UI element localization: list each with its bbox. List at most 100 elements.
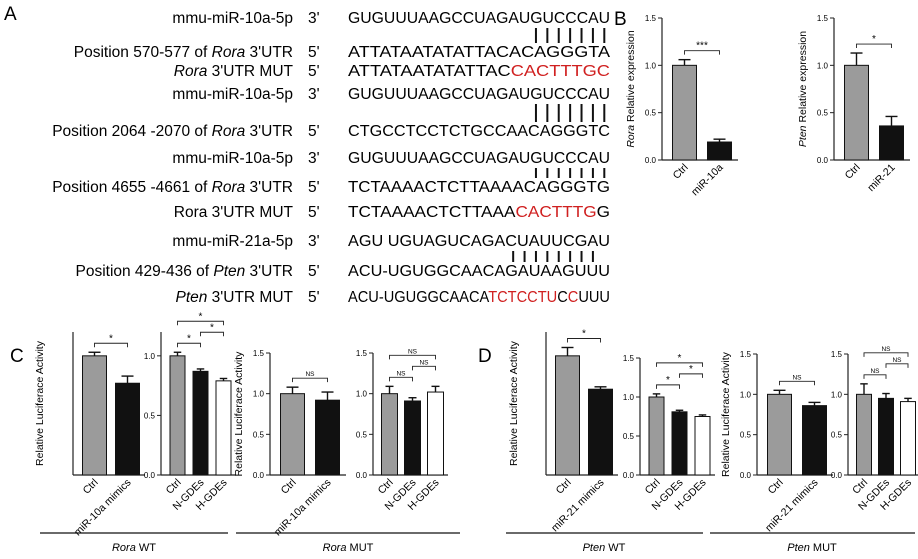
significance-label: * bbox=[872, 34, 876, 45]
y-tick-label: 0.0 bbox=[831, 471, 843, 480]
data-bar bbox=[381, 393, 398, 476]
alignment-row-label: mmu-miR-10a-5p bbox=[172, 86, 293, 103]
data-bar bbox=[844, 64, 869, 161]
y-tick-label: 0.5 bbox=[623, 432, 635, 441]
data-bar bbox=[879, 125, 904, 161]
data-bar bbox=[802, 405, 827, 476]
alignment-sequence: GUGUUUAAGCCUAGAUGUCCCAU bbox=[348, 10, 610, 27]
alignment-sequence: AGU UGUAGUCAGACUAUUCGAU bbox=[348, 233, 610, 250]
alignment-sequence: ACU-UGUGGCAACATCTCCTUCCUUU bbox=[348, 289, 610, 306]
significance-label: * bbox=[678, 353, 682, 364]
y-tick-label: 1.0 bbox=[144, 352, 156, 361]
y-tick-label: 0.0 bbox=[817, 156, 829, 165]
alignment-sequence: CTGCCTCCTCTGCCAACAGGGTC bbox=[348, 123, 610, 140]
bar-charts: 0.0 0.5 1.0 1.5 Rora Relative expression Ctrl… bbox=[34, 14, 918, 538]
data-bar bbox=[648, 396, 665, 476]
panel-label-b: B bbox=[614, 9, 627, 30]
strand-end-label: 3' bbox=[308, 10, 320, 27]
significance-label: NS bbox=[892, 357, 902, 364]
strand-end-label: 5' bbox=[308, 63, 320, 80]
significance-label: * bbox=[199, 311, 203, 322]
category-label: Ctrl bbox=[671, 162, 691, 182]
y-tick-label: 1.0 bbox=[623, 393, 635, 402]
alignment-sequence: TCTAAAACTCTTAAA CACTTTG G bbox=[348, 204, 610, 221]
y-tick-label: 0.5 bbox=[253, 430, 265, 439]
y-axis-label: Relative Luciferace Activity bbox=[233, 351, 245, 477]
y-tick-label: 0.5 bbox=[645, 109, 657, 118]
y-tick-label: 1.0 bbox=[253, 390, 265, 399]
y-tick-label: 0.5 bbox=[144, 411, 156, 420]
sequence-alignment-panel: mmu-miR-10a-5p 3' GUGUUUAAGCCUAGAUGUCCCAU P… bbox=[52, 10, 611, 306]
category-label: Ctrl bbox=[554, 477, 574, 497]
alignment-sequence: ATTATAATATATTAC CACTTTGC bbox=[348, 63, 610, 80]
data-bar bbox=[315, 399, 340, 476]
significance-bracket bbox=[389, 354, 436, 360]
y-tick-label: 1.5 bbox=[623, 354, 635, 363]
significance-label: NS bbox=[792, 374, 802, 381]
significance-bracket bbox=[177, 320, 224, 326]
significance-label: * bbox=[210, 322, 214, 333]
category-label: miR-21 bbox=[865, 162, 898, 195]
data-bar bbox=[280, 393, 305, 476]
strand-end-label: 3' bbox=[308, 86, 320, 103]
data-bar bbox=[588, 388, 613, 476]
significance-label: NS bbox=[419, 359, 429, 366]
strand-end-label: 3' bbox=[308, 233, 320, 250]
significance-label: * bbox=[582, 328, 586, 339]
significance-label: NS bbox=[870, 368, 880, 375]
y-tick-label: 1.5 bbox=[831, 350, 843, 359]
significance-bracket bbox=[679, 373, 703, 378]
significance-label: NS bbox=[305, 371, 315, 378]
data-bar bbox=[878, 397, 894, 476]
y-tick-label: 0.0 bbox=[645, 156, 657, 165]
y-tick-label: 1.0 bbox=[831, 390, 843, 399]
y-tick-label: 1.5 bbox=[253, 349, 265, 358]
y-tick-label: 0.0 bbox=[740, 471, 752, 480]
group-label: Rora MUT bbox=[323, 542, 374, 554]
significance-bracket bbox=[779, 380, 815, 386]
significance-label: * bbox=[187, 333, 191, 344]
panel-label-a: A bbox=[4, 4, 17, 25]
significance-label: NS bbox=[408, 348, 418, 355]
category-label: miR-10a bbox=[689, 162, 726, 199]
bar-chart: Relative Luciferace Activity CtrlmiR-10a … bbox=[34, 332, 145, 538]
y-tick-label: 0.5 bbox=[831, 431, 843, 440]
significance-label: NS bbox=[881, 346, 891, 353]
category-label: miR-10a mimics bbox=[72, 477, 134, 539]
significance-bracket bbox=[292, 377, 328, 383]
data-bar bbox=[555, 355, 580, 476]
y-tick-label: 1.0 bbox=[356, 390, 368, 399]
y-tick-label: 0.5 bbox=[817, 109, 829, 118]
alignment-sequence: TCTAAAACTCTTAAAACAGGGTG bbox=[348, 179, 610, 196]
data-bar bbox=[215, 380, 232, 476]
data-bar bbox=[900, 401, 916, 476]
category-label: Ctrl bbox=[843, 162, 863, 182]
significance-label: * bbox=[666, 375, 670, 386]
y-axis-label: Relative Luciferace Activity bbox=[508, 340, 520, 466]
alignment-sequence: GUGUUUAAGCCUAGAUGUCCCAU bbox=[348, 86, 610, 103]
strand-end-label: 5' bbox=[308, 289, 320, 306]
data-bar bbox=[427, 391, 444, 476]
strand-end-label: 3' bbox=[308, 150, 320, 167]
alignment-sequence: GUGUUUAAGCCUAGAUGUCCCAU bbox=[348, 150, 610, 167]
alignment-sequence: ACU-UGUGGCAACAGAUAAGUUU bbox=[348, 263, 610, 280]
data-bar bbox=[671, 411, 688, 476]
data-bar bbox=[694, 416, 711, 476]
data-bar bbox=[767, 393, 792, 476]
significance-bracket bbox=[177, 342, 201, 348]
alignment-row-label: Rora 3'UTR MUT bbox=[174, 204, 294, 221]
significance-bracket bbox=[656, 384, 680, 389]
alignment-row-label: mmu-miR-21a-5p bbox=[172, 233, 293, 250]
bar-chart: 0.0 0.5 1.0 1.5 Rora Relative expression Ctrl… bbox=[625, 14, 738, 198]
strand-end-label: 5' bbox=[308, 44, 320, 61]
y-tick-label: 1.0 bbox=[740, 390, 752, 399]
bar-chart: 0.0 0.5 1.0 1.5 Relative Luciferace Activity… bbox=[720, 350, 833, 534]
significance-bracket bbox=[885, 363, 909, 368]
data-bar bbox=[169, 355, 186, 476]
significance-bracket bbox=[200, 331, 224, 337]
alignment-row-label: Position 2064 -2070 of Rora 3'UTR bbox=[52, 123, 293, 140]
